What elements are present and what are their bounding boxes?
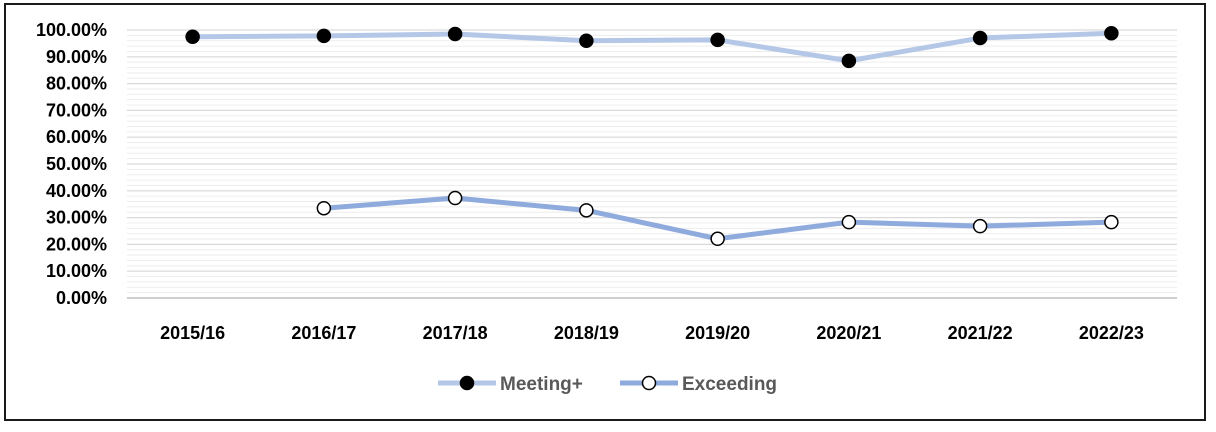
series-0-point [972, 30, 988, 46]
y-tick-label: 0.00% [56, 288, 107, 308]
y-tick-label: 70.00% [46, 100, 107, 120]
y-tick-label: 80.00% [46, 74, 107, 94]
x-tick-label: 2021/22 [948, 323, 1013, 343]
y-tick-label: 20.00% [46, 234, 107, 254]
x-tick-label: 2018/19 [554, 323, 619, 343]
series-0-point [579, 33, 594, 48]
x-tick-label: 2016/17 [291, 323, 356, 343]
x-tick-label: 2019/20 [685, 323, 750, 343]
y-tick-label: 90.00% [46, 47, 107, 67]
legend-label-0: Meeting+ [500, 374, 583, 395]
series-0-point [185, 29, 200, 44]
x-tick-label: 2022/23 [1079, 323, 1144, 343]
y-tick-label: 40.00% [46, 181, 107, 201]
series-1-point [1104, 214, 1119, 230]
series-1-point [447, 190, 463, 206]
gridlines [127, 29, 1177, 294]
x-tick-label: 2015/16 [160, 323, 225, 343]
x-axis-tick-labels: 2015/16 2016/17 2017/18 2018/19 2019/20 2020/… [160, 323, 1144, 343]
series-0-point [447, 26, 463, 42]
y-tick-label: 100.00% [36, 20, 107, 40]
series-1-point [841, 214, 857, 230]
y-tick-label: 50.00% [46, 154, 107, 174]
x-tick-label: 2017/18 [423, 323, 488, 343]
legend: Meeting+ Exceeding [438, 374, 777, 395]
y-tick-label: 60.00% [46, 127, 107, 147]
series-1-point [316, 200, 332, 216]
x-tick-label: 2020/21 [816, 323, 881, 343]
series-1-point [972, 218, 988, 234]
series-0-point [710, 32, 725, 48]
series-0-point [316, 28, 332, 44]
series-0-point [1104, 25, 1119, 41]
series-1-point [710, 231, 725, 247]
legend-label-1: Exceeding [682, 374, 777, 395]
series-0-point [841, 53, 857, 69]
series-line-0 [190, 30, 1114, 64]
y-axis-tick-labels: 0.00% 10.00% 20.00% 30.00% 40.00% 50.00% 60.00… [36, 20, 107, 308]
y-tick-label: 10.00% [46, 261, 107, 281]
legend-marker-0 [459, 375, 475, 391]
series-points [185, 25, 1119, 247]
series-1-point [579, 203, 594, 218]
legend-marker-1 [641, 375, 657, 391]
y-tick-label: 30.00% [46, 208, 107, 228]
